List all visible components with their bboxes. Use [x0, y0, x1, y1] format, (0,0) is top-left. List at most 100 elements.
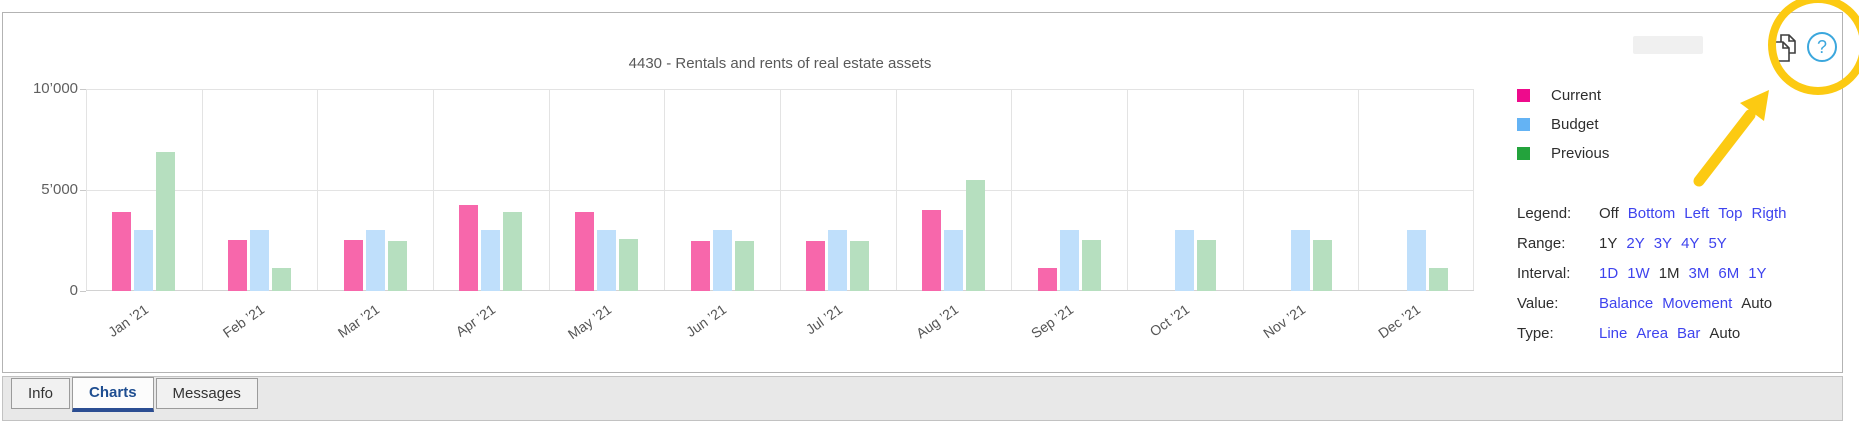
settings-label: Type:: [1517, 325, 1554, 342]
gridline-horizontal: [86, 190, 1474, 191]
settings-row-value: Value: Balance Movement Auto: [1517, 289, 1796, 319]
legend-swatch-previous: [1517, 147, 1530, 160]
legend-swatch-budget: [1517, 118, 1530, 131]
legend-swatch-current: [1517, 89, 1530, 102]
option-1y[interactable]: 1Y: [1748, 265, 1767, 282]
x-axis-label: Sep ’21: [1028, 301, 1077, 342]
bar-budget-3[interactable]: [481, 230, 501, 291]
y-axis-tick-label: 10’000: [32, 80, 78, 97]
option-6m[interactable]: 6M: [1718, 265, 1740, 282]
option-4y[interactable]: 4Y: [1681, 235, 1700, 252]
option-1y[interactable]: 1Y: [1599, 235, 1618, 252]
bar-previous-0[interactable]: [156, 151, 176, 291]
legend-label: Previous: [1551, 145, 1610, 162]
bar-current-1[interactable]: [228, 239, 247, 291]
bar-budget-4[interactable]: [597, 230, 616, 291]
bar-budget-11[interactable]: [1406, 230, 1426, 291]
bar-previous-4[interactable]: [619, 238, 638, 291]
bar-budget-7[interactable]: [944, 230, 963, 291]
tab-messages[interactable]: Messages: [155, 378, 258, 409]
bar-current-0[interactable]: [112, 212, 132, 291]
bar-previous-1[interactable]: [272, 267, 291, 291]
bar-current-3[interactable]: [459, 205, 479, 291]
bar-current-8[interactable]: [1037, 267, 1057, 291]
chart-settings: Legend: Off Bottom Left Top Rigth Range: 1Y 2Y 3Y…: [1517, 199, 1796, 349]
legend-label: Current: [1551, 87, 1602, 104]
settings-label: Range:: [1517, 235, 1566, 252]
y-axis-tick-label: 5’000: [41, 181, 78, 198]
option-auto[interactable]: Auto: [1741, 295, 1773, 312]
option-top[interactable]: Top: [1718, 205, 1743, 222]
option-bottom[interactable]: Bottom: [1627, 205, 1676, 222]
option-rigth[interactable]: Rigth: [1751, 205, 1787, 222]
option-left[interactable]: Left: [1684, 205, 1710, 222]
y-axis-tick-mark: [80, 89, 86, 90]
bar-previous-9[interactable]: [1197, 239, 1217, 291]
bottom-tabstrip: Info Charts Messages: [2, 376, 1843, 421]
copy-pages-icon: [1774, 34, 1796, 62]
help-button[interactable]: ?: [1807, 32, 1837, 62]
x-axis-line: [86, 290, 1474, 291]
bar-budget-6[interactable]: [828, 230, 848, 291]
legend-label: Budget: [1551, 116, 1599, 133]
x-axis-label: Jan ’21: [104, 301, 151, 341]
option-3m[interactable]: 3M: [1688, 265, 1710, 282]
bar-current-2[interactable]: [343, 239, 363, 291]
bar-budget-5[interactable]: [712, 230, 732, 291]
bar-previous-7[interactable]: [966, 179, 985, 291]
x-axis-label: Aug ’21: [912, 301, 961, 342]
bar-current-6[interactable]: [806, 240, 826, 291]
option-balance[interactable]: Balance: [1599, 295, 1654, 312]
bar-previous-2[interactable]: [387, 240, 407, 291]
option-5y[interactable]: 5Y: [1708, 235, 1727, 252]
bar-current-4[interactable]: [575, 212, 594, 291]
x-axis-label: Dec ’21: [1375, 301, 1424, 342]
faded-toolbar-element: [1633, 36, 1703, 54]
question-mark-icon: ?: [1816, 37, 1827, 57]
bar-budget-10[interactable]: [1291, 230, 1310, 291]
option-area[interactable]: Area: [1636, 325, 1669, 342]
option-bar[interactable]: Bar: [1677, 325, 1701, 342]
option-2y[interactable]: 2Y: [1626, 235, 1645, 252]
bar-budget-9[interactable]: [1175, 230, 1195, 291]
option-off[interactable]: Off: [1599, 205, 1619, 222]
bar-current-7[interactable]: [922, 210, 941, 291]
chart-title: 4430 - Rentals and rents of real estate …: [628, 55, 932, 72]
bar-previous-10[interactable]: [1313, 239, 1332, 291]
settings-row-type: Type: Line Area Bar Auto: [1517, 319, 1796, 349]
bar-budget-1[interactable]: [250, 230, 269, 291]
bar-previous-11[interactable]: [1428, 267, 1448, 291]
option-movement[interactable]: Movement: [1662, 295, 1733, 312]
tab-charts[interactable]: Charts: [72, 377, 154, 412]
tab-info[interactable]: Info: [11, 378, 71, 409]
gridline-horizontal: [86, 89, 1474, 90]
chart-legend: Current Budget Previous: [1517, 81, 1609, 168]
bar-previous-6[interactable]: [850, 240, 870, 291]
y-axis-tick-mark: [80, 190, 86, 191]
option-1d[interactable]: 1D: [1599, 265, 1619, 282]
bar-previous-3[interactable]: [503, 212, 523, 291]
settings-row-interval: Interval: 1D 1W 1M 3M 6M 1Y: [1517, 259, 1796, 289]
x-axis-label: Mar ’21: [334, 301, 383, 341]
bar-budget-2[interactable]: [365, 230, 385, 291]
bar-budget-8[interactable]: [1059, 230, 1079, 291]
bar-previous-8[interactable]: [1081, 239, 1101, 291]
plot-area: 0 5’000 10’000 Jan ’21 Feb ’21 Mar ’21 Apr ’21…: [33, 80, 1474, 342]
settings-row-legend: Legend: Off Bottom Left Top Rigth: [1517, 199, 1796, 229]
x-axis-label: Jun ’21: [683, 301, 730, 341]
settings-label: Interval:: [1517, 265, 1571, 282]
option-1w[interactable]: 1W: [1627, 265, 1650, 282]
copy-button[interactable]: [1769, 32, 1801, 64]
bar-budget-0[interactable]: [134, 230, 154, 291]
x-axis-label: Apr ’21: [452, 301, 498, 340]
legend-item-previous: Previous: [1517, 139, 1609, 168]
bar-previous-5[interactable]: [734, 240, 754, 291]
option-line[interactable]: Line: [1599, 325, 1628, 342]
x-axis-label: Oct ’21: [1146, 301, 1192, 340]
option-auto[interactable]: Auto: [1709, 325, 1741, 342]
bar-current-5[interactable]: [690, 240, 710, 291]
option-3y[interactable]: 3Y: [1653, 235, 1673, 252]
y-axis-tick-label: 0: [69, 282, 78, 299]
option-1m[interactable]: 1M: [1658, 265, 1680, 282]
